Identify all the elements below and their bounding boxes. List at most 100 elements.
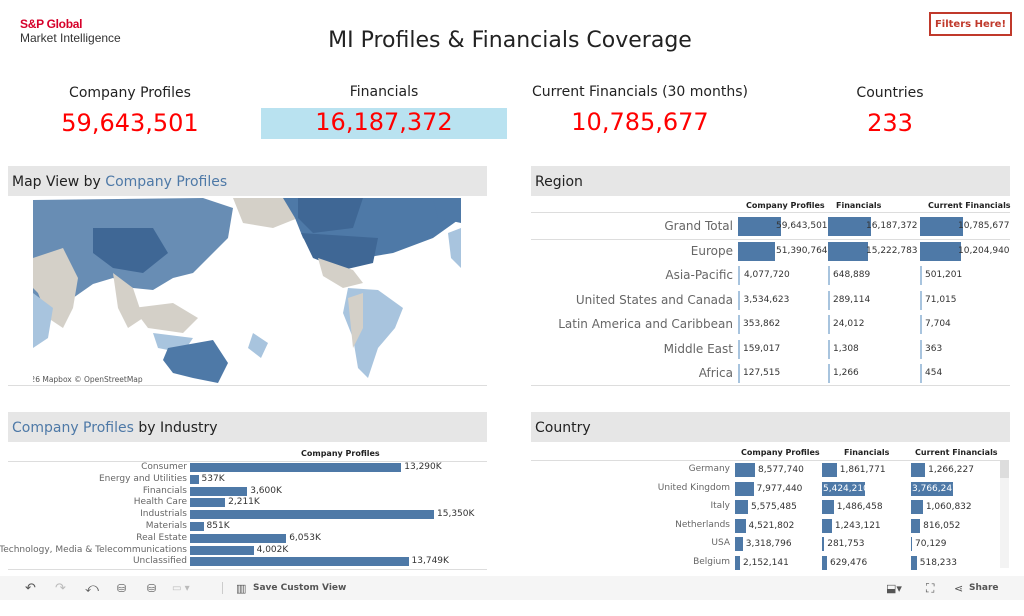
industry-value: 3,600K (250, 485, 282, 496)
country-row[interactable]: United Kingdom 7,977,440 5,424,210 3,766,24… (531, 480, 1001, 498)
country-row[interactable]: Netherlands 4,521,802 1,243,121 816,052 (531, 517, 1001, 535)
industry-row[interactable]: Real Estate 6,053K (8, 533, 487, 544)
industry-row[interactable]: Health Care 2,211K (8, 497, 487, 508)
region-value: 71,015 (925, 294, 957, 305)
region-row[interactable]: Europe 51,390,764 15,222,783 10,204,940 (531, 240, 1010, 264)
region-bar[interactable] (738, 339, 740, 359)
country-bar[interactable] (822, 500, 834, 514)
region-bar[interactable] (738, 290, 740, 310)
region-bar[interactable] (828, 217, 871, 236)
industry-bar[interactable] (190, 463, 402, 472)
country-bar[interactable] (735, 518, 746, 533)
scrollbar-thumb[interactable] (1000, 460, 1009, 478)
country-row[interactable]: USA 3,318,796 281,753 70,129 (531, 535, 1001, 553)
undo-icon[interactable]: ↶ (25, 580, 36, 596)
industry-row[interactable]: Financials 3,600K (8, 486, 487, 497)
country-bar[interactable] (735, 463, 755, 477)
region-bar[interactable] (738, 217, 781, 236)
region-bar[interactable] (828, 241, 869, 261)
region-row[interactable]: Middle East 159,017 1,308 363 (531, 338, 1010, 362)
region-value: 7,704 (925, 319, 951, 329)
country-row[interactable]: Belgium 2,152,141 629,476 518,233 (531, 554, 1001, 572)
country-bar[interactable] (735, 500, 748, 514)
country-bar[interactable] (735, 555, 741, 570)
country-scrollbar[interactable] (1000, 460, 1009, 568)
industry-bar[interactable] (190, 545, 254, 555)
region-bar[interactable] (828, 339, 830, 359)
region-bar[interactable] (920, 315, 922, 334)
industry-bar[interactable] (190, 533, 287, 543)
refresh-data-icon[interactable]: ⛁ (117, 581, 127, 595)
map-attribution[interactable]: © 2026 Mapbox © OpenStreetMap (33, 375, 143, 384)
region-bar[interactable] (828, 364, 830, 383)
region-bar[interactable] (738, 266, 740, 285)
country-row[interactable]: Italy 5,575,485 1,486,458 1,060,832 (531, 498, 1001, 516)
region-bar[interactable] (920, 339, 922, 359)
kpi-current-financials[interactable]: Current Financials (30 months) 10,785,67… (520, 84, 760, 136)
industry-bar[interactable] (190, 522, 204, 531)
country-bar[interactable] (822, 537, 825, 551)
industry-row[interactable]: Consumer 13,290K (8, 462, 487, 473)
region-value: 159,017 (743, 343, 781, 354)
region-bar[interactable] (828, 266, 830, 285)
region-bar[interactable] (738, 241, 776, 261)
world-map[interactable]: © 2026 Mapbox © OpenStreetMap (33, 198, 461, 385)
region-bar[interactable] (920, 217, 963, 236)
region-label: Middle East (663, 341, 733, 356)
fullscreen-icon[interactable]: ⛶ (926, 580, 935, 595)
filters-button[interactable]: Filters Here! (929, 12, 1012, 36)
region-row[interactable]: United States and Canada 3,534,623 289,114… (531, 289, 1010, 313)
kpi-financials[interactable]: Financials 16,187,372 (284, 84, 484, 136)
redo-icon[interactable]: ↷ (55, 580, 66, 596)
save-view-icon[interactable]: ▥ (236, 581, 247, 595)
kpi-company-profiles[interactable]: Company Profiles 59,643,501 (30, 85, 230, 137)
industry-bar[interactable] (190, 474, 199, 484)
region-table: Company Profiles Financials Current Financ… (531, 196, 1011, 386)
country-row[interactable]: Germany 8,577,740 1,861,771 1,266,227 (531, 461, 1001, 479)
country-bar[interactable] (911, 481, 953, 496)
region-bar[interactable] (828, 290, 830, 310)
pause-updates-icon[interactable]: ⛁ (147, 581, 157, 595)
region-bar[interactable] (738, 315, 740, 334)
share-button[interactable]: Share (969, 583, 999, 593)
region-row[interactable]: Asia-Pacific 4,077,720 648,889 501,201 (531, 264, 1010, 288)
country-bar[interactable] (822, 518, 832, 533)
region-bar[interactable] (738, 364, 740, 383)
save-custom-view-button[interactable]: Save Custom View (253, 583, 347, 593)
country-bar[interactable] (735, 537, 743, 551)
region-bar[interactable] (828, 315, 830, 334)
region-bar[interactable] (920, 290, 922, 310)
industry-bar[interactable] (190, 510, 434, 520)
country-bar[interactable] (822, 463, 837, 477)
industry-row[interactable]: Materials 851K (8, 521, 487, 532)
country-column-header: Current Financials (915, 448, 998, 457)
region-bar[interactable] (920, 364, 922, 383)
industry-bar[interactable] (190, 557, 409, 567)
region-bar[interactable] (920, 266, 922, 285)
country-bar[interactable] (911, 555, 917, 570)
country-bar[interactable] (822, 481, 865, 496)
industry-row[interactable]: Technology, Media & Telecommunications 4,… (0, 545, 487, 556)
country-bar[interactable] (911, 500, 923, 514)
country-bar[interactable] (911, 518, 921, 533)
industry-row[interactable]: Energy and Utilities 537K (8, 474, 487, 485)
industry-row[interactable]: Unclassified 13,749K (8, 556, 487, 567)
industry-panel-title: Company Profiles by Industry (8, 412, 487, 442)
region-bar[interactable] (920, 241, 961, 261)
country-bar[interactable] (911, 537, 912, 551)
industry-row[interactable]: Industrials 15,350K (8, 509, 487, 520)
region-row[interactable]: Africa 127,515 1,266 454 (531, 362, 1010, 386)
download-icon[interactable]: ⬓▾ (886, 581, 902, 595)
country-bar[interactable] (911, 463, 926, 477)
country-bar[interactable] (822, 555, 827, 570)
industry-bar[interactable] (190, 486, 248, 496)
industry-bar[interactable] (190, 498, 226, 508)
region-row[interactable]: Grand Total 59,643,501 16,187,372 10,785,67… (531, 215, 1010, 239)
replay-icon[interactable]: ▭ ▾ (172, 582, 190, 594)
revert-icon[interactable]: ⤺ (85, 580, 99, 596)
header-divider (531, 460, 1001, 461)
region-row[interactable]: Latin America and Caribbean 353,862 24,012… (531, 313, 1010, 337)
kpi-countries[interactable]: Countries 233 (820, 85, 960, 137)
country-bar[interactable] (735, 481, 754, 496)
share-icon[interactable]: ⋖ (954, 581, 964, 595)
